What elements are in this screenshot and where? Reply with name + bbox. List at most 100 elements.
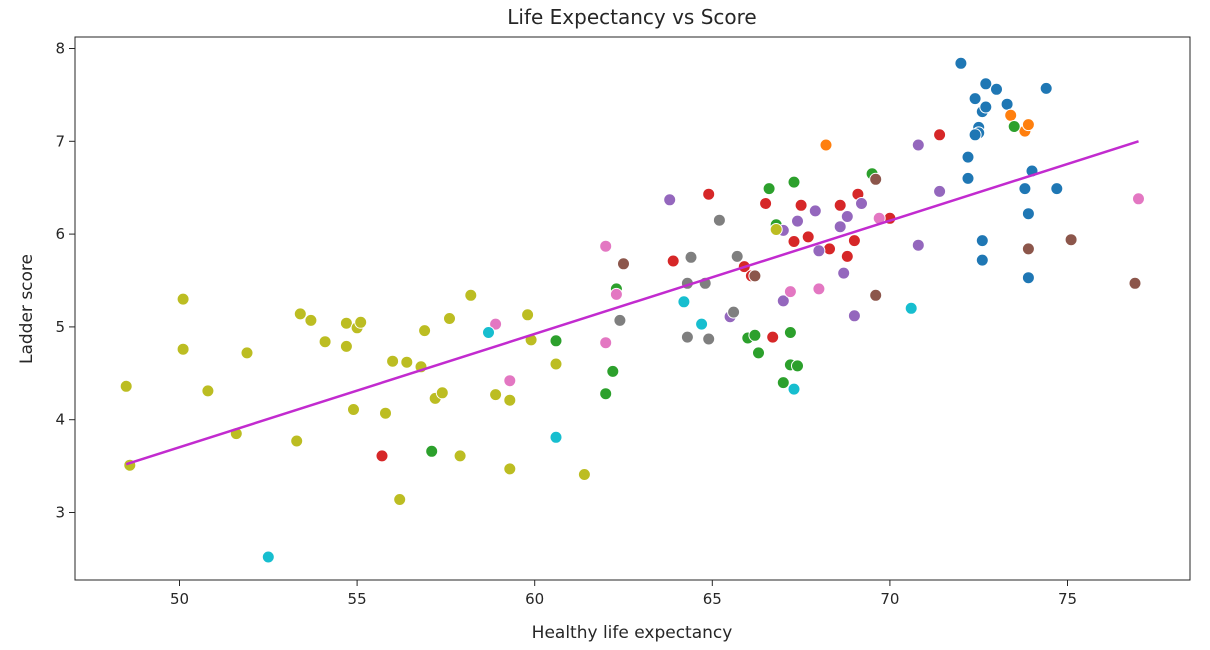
data-point <box>240 346 254 360</box>
axis-ticks: 50 55 60 65 70 75 3 4 5 6 7 8 <box>55 40 1077 609</box>
data-point <box>911 138 925 152</box>
y-tick-label: 8 <box>55 40 65 58</box>
data-point <box>290 434 304 448</box>
data-point <box>933 184 947 198</box>
data-point <box>613 313 627 327</box>
data-point <box>752 346 765 360</box>
data-point <box>869 172 883 186</box>
data-point <box>418 324 432 338</box>
data-point <box>684 250 698 264</box>
data-point <box>911 238 925 252</box>
data-point <box>379 406 392 420</box>
data-point <box>979 100 993 114</box>
data-point <box>1132 192 1145 206</box>
data-point <box>766 330 780 344</box>
x-tick-label: 75 <box>1058 590 1077 608</box>
data-point <box>663 193 677 207</box>
data-point <box>677 295 691 309</box>
data-point <box>453 449 467 463</box>
y-tick-label: 6 <box>55 225 65 243</box>
data-point <box>176 342 190 356</box>
data-point <box>680 330 694 344</box>
data-point <box>503 374 517 388</box>
data-point <box>702 332 716 346</box>
data-point <box>791 214 804 228</box>
data-point <box>393 493 407 506</box>
data-point <box>787 235 801 248</box>
data-point <box>787 382 801 396</box>
data-point <box>954 56 968 70</box>
data-point <box>812 282 826 296</box>
y-axis-label: Ladder score <box>17 254 37 364</box>
data-point <box>549 430 563 444</box>
data-point <box>549 334 563 348</box>
data-point <box>759 197 773 210</box>
data-point <box>482 326 495 339</box>
data-point <box>762 182 776 196</box>
data-point <box>847 309 861 323</box>
data-point <box>400 355 414 369</box>
data-point <box>606 364 620 378</box>
data-point <box>464 288 478 302</box>
y-tick-label: 7 <box>55 132 65 150</box>
data-point <box>1021 242 1035 256</box>
data-point <box>730 249 744 263</box>
data-point <box>787 175 801 189</box>
data-point <box>176 292 190 306</box>
data-point <box>375 449 389 463</box>
data-point <box>783 326 797 339</box>
data-point <box>1021 207 1035 221</box>
data-point <box>1021 271 1035 285</box>
data-point <box>812 244 826 258</box>
data-point <box>201 384 215 398</box>
chart-title: Life Expectancy vs Score <box>507 5 756 29</box>
data-point <box>990 82 1003 96</box>
y-tick-label: 5 <box>55 318 65 336</box>
data-point <box>609 287 623 301</box>
data-point <box>443 312 456 325</box>
data-point <box>1064 233 1078 247</box>
data-point <box>1018 182 1032 196</box>
data-point <box>748 269 762 283</box>
data-point <box>968 128 982 142</box>
data-point <box>666 254 680 268</box>
data-point <box>904 301 918 315</box>
data-point <box>933 128 947 142</box>
data-point <box>840 210 854 223</box>
data-point <box>794 198 808 212</box>
x-tick-label: 55 <box>348 590 367 608</box>
data-point <box>119 379 133 393</box>
data-point <box>968 92 982 106</box>
data-point <box>425 444 439 458</box>
data-point <box>776 294 790 308</box>
plot-frame <box>74 36 1191 581</box>
data-point <box>339 316 353 330</box>
data-point <box>354 315 368 329</box>
data-point <box>791 359 804 373</box>
data-point <box>1039 81 1053 95</box>
data-point <box>549 357 563 371</box>
data-point <box>489 317 503 331</box>
data-point <box>776 376 790 390</box>
data-point <box>847 234 861 248</box>
data-point <box>577 468 591 481</box>
data-point <box>975 253 989 267</box>
data-point <box>599 336 613 350</box>
data-point <box>727 305 741 319</box>
data-point <box>979 77 993 91</box>
data-point <box>304 313 318 327</box>
data-point <box>386 354 400 368</box>
data-point <box>617 257 630 271</box>
data-point <box>503 393 517 407</box>
data-point <box>599 387 613 401</box>
data-point <box>837 266 851 280</box>
x-tick-label: 50 <box>170 590 189 608</box>
data-point <box>702 187 716 201</box>
data-point <box>1050 182 1064 196</box>
data-point <box>712 213 726 227</box>
data-point <box>975 234 989 248</box>
data-point <box>833 220 847 234</box>
data-point <box>1128 276 1142 290</box>
data-point <box>261 550 275 564</box>
